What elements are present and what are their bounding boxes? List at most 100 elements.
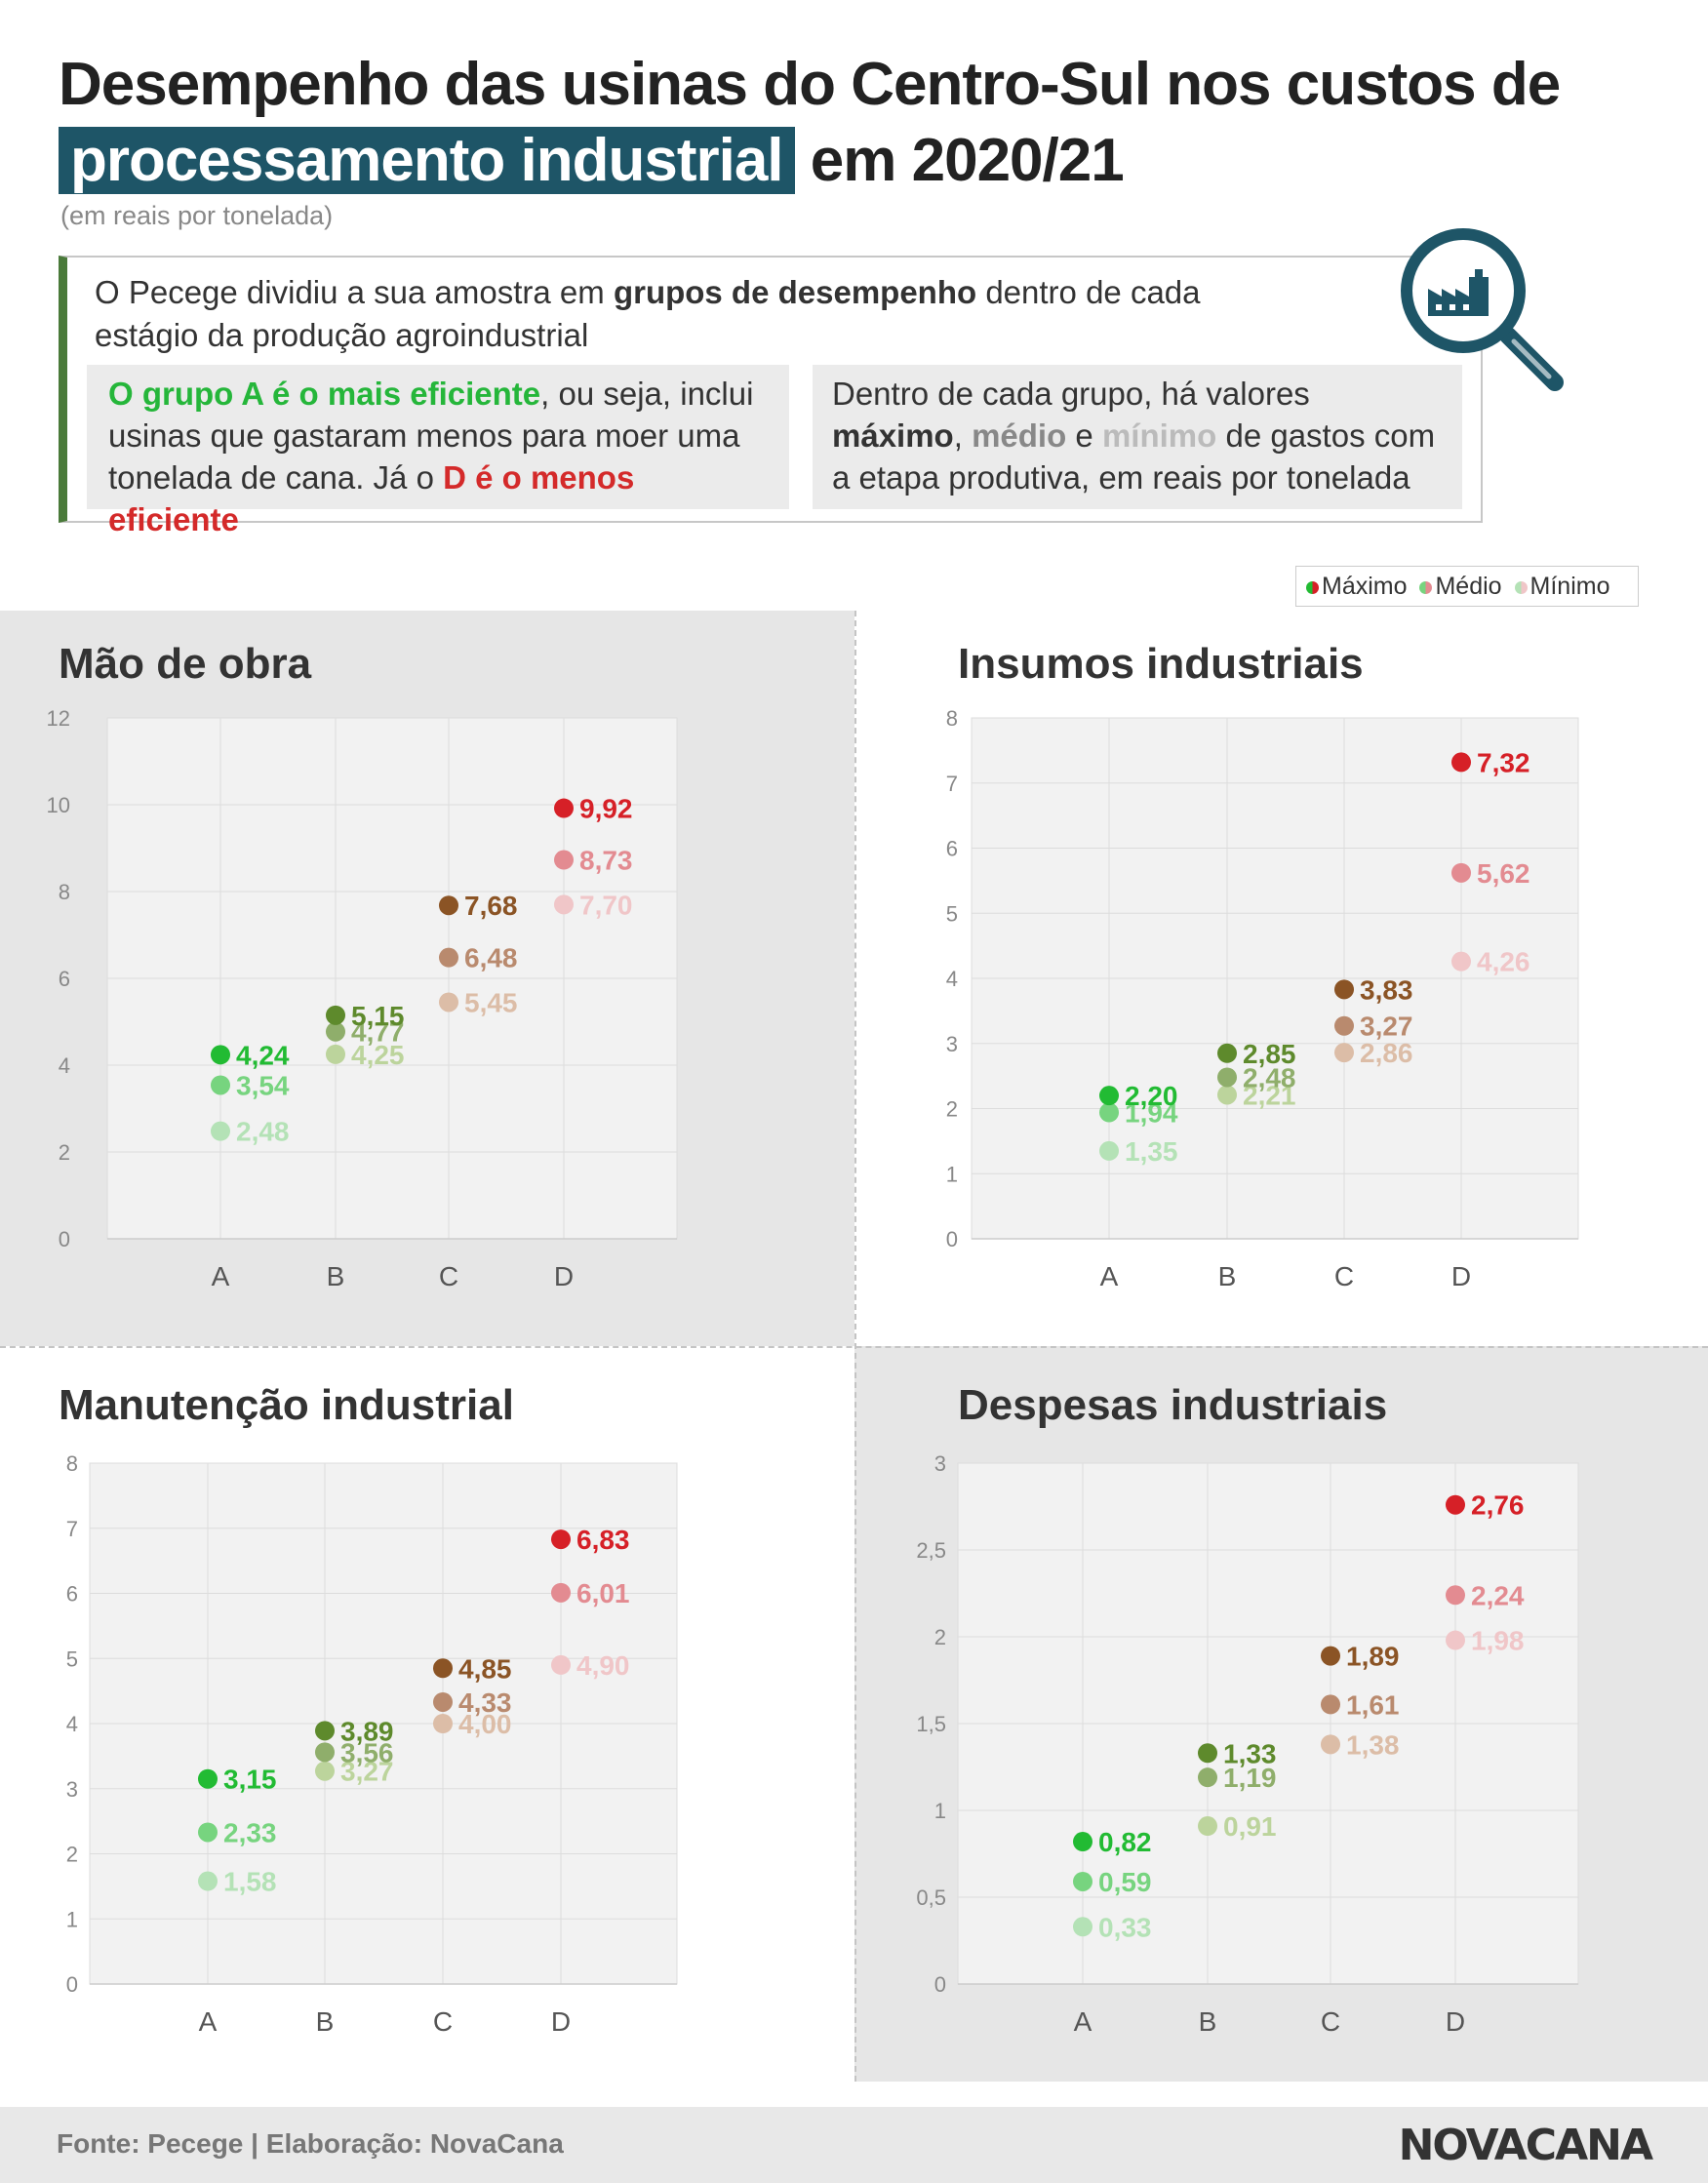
data-point: [211, 1045, 230, 1065]
data-point: [551, 1529, 571, 1550]
data-point: [315, 1742, 335, 1763]
legend-min-dot: [1514, 580, 1528, 594]
legend-mid-label: Médio: [1435, 573, 1502, 600]
data-label: 9,92: [579, 794, 633, 824]
y-tick-label: 3: [66, 1777, 78, 1802]
info-mid-text: médio: [972, 417, 1067, 454]
y-tick-label: 4: [66, 1712, 78, 1736]
data-label: 4,85: [458, 1653, 512, 1684]
data-point: [1321, 1646, 1340, 1666]
data-point: [1198, 1743, 1217, 1764]
data-label: 4,33: [458, 1687, 512, 1718]
data-point: [1073, 1832, 1092, 1852]
y-tick-label: 6: [59, 967, 70, 991]
x-tick-label: D: [1446, 2006, 1465, 2037]
data-point: [433, 1714, 453, 1733]
legend-mid-dot: [1419, 580, 1433, 594]
data-point: [1446, 1494, 1465, 1515]
y-tick-label: 2: [934, 1625, 946, 1649]
data-point: [1099, 1086, 1119, 1106]
legend-max-label: Máximo: [1322, 573, 1408, 600]
data-label: 8,73: [579, 846, 633, 876]
y-tick-label: 10: [47, 793, 70, 817]
y-tick-label: 0: [946, 1227, 958, 1251]
x-tick-label: D: [1451, 1261, 1471, 1291]
data-point: [326, 1044, 345, 1064]
data-point: [439, 895, 458, 916]
chart-panel-manutencao: Manutenção industrial 0 1 2 3 4 5 6 7 8 A B C D 1,58 3…: [0, 1346, 854, 2082]
x-tick-label: B: [1218, 1261, 1237, 1291]
y-tick-label: 2: [66, 1843, 78, 1867]
data-label: 1,58: [223, 1867, 277, 1897]
data-label: 2,76: [1471, 1490, 1525, 1521]
y-tick-label: 7: [66, 1517, 78, 1541]
data-label: 2,21: [1243, 1080, 1296, 1110]
chart-panel-insumos: Insumos industriais 0 1 2 3 4 5 6 7 8 A B C D 1,35 2,2…: [854, 611, 1708, 1346]
info-intro-bold: grupos de desempenho: [613, 274, 977, 310]
legend-min-label: Mínimo: [1529, 573, 1610, 600]
data-label: 0,82: [1098, 1827, 1152, 1857]
data-point: [554, 850, 574, 870]
data-point: [1073, 1917, 1092, 1937]
x-tick-label: B: [316, 2006, 335, 2037]
title-line1: Desempenho das usinas do Centro-Sul nos …: [59, 51, 1561, 118]
data-label: 1,98: [1471, 1626, 1525, 1656]
y-tick-label: 3: [934, 1451, 946, 1476]
y-tick-label: 0: [934, 1972, 946, 1997]
y-tick-label: 0,5: [916, 1885, 946, 1910]
data-label: 1,89: [1346, 1642, 1400, 1672]
data-label: 3,56: [340, 1737, 394, 1767]
x-tick-label: B: [1199, 2006, 1217, 2037]
y-tick-label: 8: [59, 880, 70, 904]
data-point: [315, 1721, 335, 1741]
y-tick-label: 2: [946, 1097, 958, 1122]
data-label: 2,20: [1125, 1081, 1178, 1111]
data-label: 6,83: [576, 1525, 630, 1555]
data-point: [211, 1075, 230, 1095]
info-min-text: mínimo: [1101, 417, 1217, 454]
y-tick-label: 1: [946, 1162, 958, 1186]
data-point: [1446, 1585, 1465, 1606]
data-point: [1217, 1043, 1237, 1063]
data-point: [1099, 1140, 1119, 1161]
y-tick-label: 8: [66, 1451, 78, 1476]
data-label: 5,15: [351, 1001, 405, 1031]
chart-plot: 0 0,5 1 1,5 2 2,5 3 A B C D 0,33 0,91 1,38 1,98 0,59 1,1…: [916, 1451, 1579, 2037]
data-point: [554, 798, 574, 818]
data-label: 1,33: [1223, 1738, 1277, 1768]
x-tick-label: D: [554, 1261, 574, 1291]
data-label: 7,32: [1477, 747, 1530, 777]
info-intro-text: O Pecege dividiu a sua amostra em: [95, 274, 614, 310]
x-tick-label: C: [1334, 1261, 1354, 1291]
info-box: O Pecege dividiu a sua amostra em grupos…: [59, 256, 1483, 537]
data-label: 3,83: [1360, 974, 1413, 1005]
data-point: [1334, 979, 1354, 1000]
title-highlight: processamento industrial: [59, 127, 795, 194]
source-credit: Fonte: Pecege | Elaboração: NovaCana: [57, 2128, 564, 2159]
data-label: 2,24: [1471, 1580, 1525, 1610]
page-title: Desempenho das usinas do Centro-Sul nos …: [59, 47, 1678, 199]
y-tick-label: 12: [47, 706, 70, 731]
data-label: 1,94: [1125, 1098, 1178, 1129]
chart-panel-despesas: Despesas industriais 0 0,5 1 1,5 2 2,5 3 A B C D 0,…: [854, 1346, 1708, 2082]
x-tick-label: A: [212, 1261, 230, 1291]
data-point: [1321, 1734, 1340, 1755]
data-point: [1451, 951, 1471, 972]
info-group-a-text: O grupo A é o mais eficiente: [108, 376, 541, 412]
legend-max-dot: [1306, 580, 1319, 594]
data-label: 3,27: [1360, 1012, 1413, 1042]
y-tick-label: 5: [946, 901, 958, 926]
info-group-d-text: D é o menos eficiente: [108, 459, 635, 537]
y-tick-label: 7: [946, 772, 958, 796]
data-point: [1321, 1694, 1340, 1715]
data-point: [439, 947, 458, 968]
data-label: 4,24: [236, 1040, 290, 1070]
data-point: [1099, 1102, 1119, 1123]
y-tick-label: 1,5: [916, 1712, 946, 1736]
data-point: [1334, 1043, 1354, 1063]
data-label: 5,45: [464, 987, 518, 1017]
info-max-text: máximo: [832, 417, 954, 454]
y-tick-label: 6: [66, 1582, 78, 1607]
y-tick-label: 5: [66, 1647, 78, 1671]
chart-title: Insumos industriais: [958, 640, 1364, 688]
